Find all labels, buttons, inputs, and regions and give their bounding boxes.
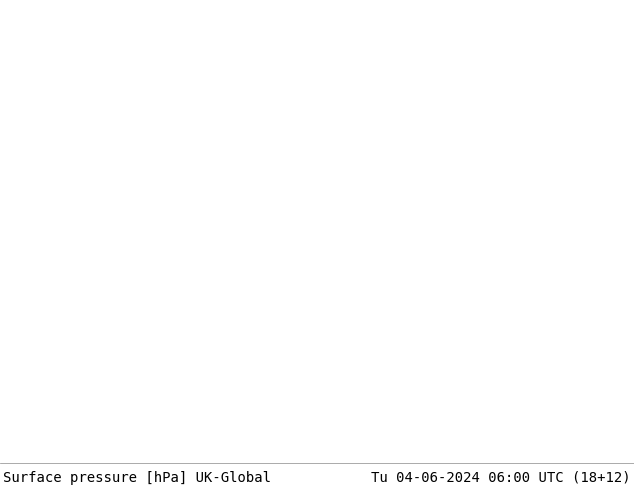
- Polygon shape: [300, 5, 390, 54]
- Text: 1016: 1016: [42, 443, 67, 454]
- Text: 1015: 1015: [62, 442, 87, 453]
- Text: 1016: 1016: [330, 119, 354, 129]
- Text: 1016: 1016: [355, 158, 380, 169]
- Text: 1012: 1012: [108, 173, 133, 183]
- Polygon shape: [0, 0, 634, 15]
- Text: 1016: 1016: [455, 155, 479, 166]
- Text: Tu 04-06-2024 06:00 UTC (18+12): Tu 04-06-2024 06:00 UTC (18+12): [371, 471, 631, 485]
- Text: 1015: 1015: [190, 405, 215, 415]
- Text: 1005: 1005: [1, 4, 25, 14]
- Text: 1015: 1015: [540, 408, 565, 418]
- Text: 1015: 1015: [303, 394, 328, 404]
- Text: 1009: 1009: [1, 91, 25, 101]
- Text: 1014: 1014: [452, 420, 477, 430]
- Text: 1016: 1016: [255, 294, 280, 304]
- Text: 1016: 1016: [162, 238, 186, 247]
- Polygon shape: [270, 45, 295, 74]
- Text: 1015: 1015: [238, 133, 262, 143]
- Text: 1014: 1014: [285, 96, 309, 106]
- Text: 1013: 1013: [326, 0, 354, 7]
- Text: 1011: 1011: [595, 299, 619, 309]
- Text: 101: 101: [395, 390, 413, 400]
- Text: 1016: 1016: [302, 168, 327, 178]
- Text: 1012: 1012: [590, 29, 614, 40]
- Polygon shape: [255, 5, 310, 49]
- Polygon shape: [480, 337, 634, 466]
- Text: 1007: 1007: [1, 44, 25, 53]
- Text: 1015: 1015: [460, 403, 484, 413]
- Text: 1016: 1016: [290, 139, 314, 148]
- Text: 1015: 1015: [200, 413, 224, 423]
- Text: 1011: 1011: [75, 144, 100, 153]
- Text: 1015: 1015: [28, 341, 53, 351]
- Text: 1016: 1016: [410, 232, 434, 242]
- Text: 1016: 1016: [222, 247, 247, 258]
- Polygon shape: [0, 0, 634, 456]
- Text: 1006: 1006: [1, 24, 25, 34]
- Text: 1013: 1013: [191, 210, 219, 220]
- Text: 1013: 1013: [541, 420, 569, 430]
- Text: 1016: 1016: [250, 274, 275, 284]
- Text: 1016: 1016: [250, 327, 275, 337]
- Text: 101: 101: [602, 266, 621, 275]
- Text: 1015: 1015: [465, 218, 489, 228]
- Text: 1015: 1015: [348, 386, 373, 396]
- Text: 1015: 1015: [510, 428, 534, 438]
- Text: 1016: 1016: [400, 168, 425, 178]
- Text: 1016: 1016: [6, 383, 30, 393]
- Text: 1014: 1014: [498, 203, 522, 213]
- Text: 1016: 1016: [280, 374, 304, 384]
- Text: 1016: 1016: [438, 270, 462, 279]
- Text: 1016: 1016: [158, 418, 183, 428]
- Polygon shape: [545, 69, 634, 465]
- Text: 1012: 1012: [598, 339, 623, 349]
- Text: 1010: 1010: [1, 115, 25, 125]
- Text: 1016: 1016: [255, 388, 280, 398]
- Text: Surface pressure [hPa] UK-Global: Surface pressure [hPa] UK-Global: [3, 471, 271, 485]
- Polygon shape: [240, 0, 430, 79]
- Text: 101: 101: [285, 394, 304, 404]
- Text: 1014: 1014: [480, 410, 505, 420]
- Text: 1014: 1014: [25, 294, 49, 304]
- Text: 1016: 1016: [252, 364, 276, 373]
- Text: 1015: 1015: [148, 410, 172, 420]
- Text: 1015: 1015: [490, 442, 515, 453]
- Text: 1014: 1014: [525, 79, 550, 89]
- Text: 1008: 1008: [1, 65, 25, 75]
- Text: 1015: 1015: [412, 390, 437, 400]
